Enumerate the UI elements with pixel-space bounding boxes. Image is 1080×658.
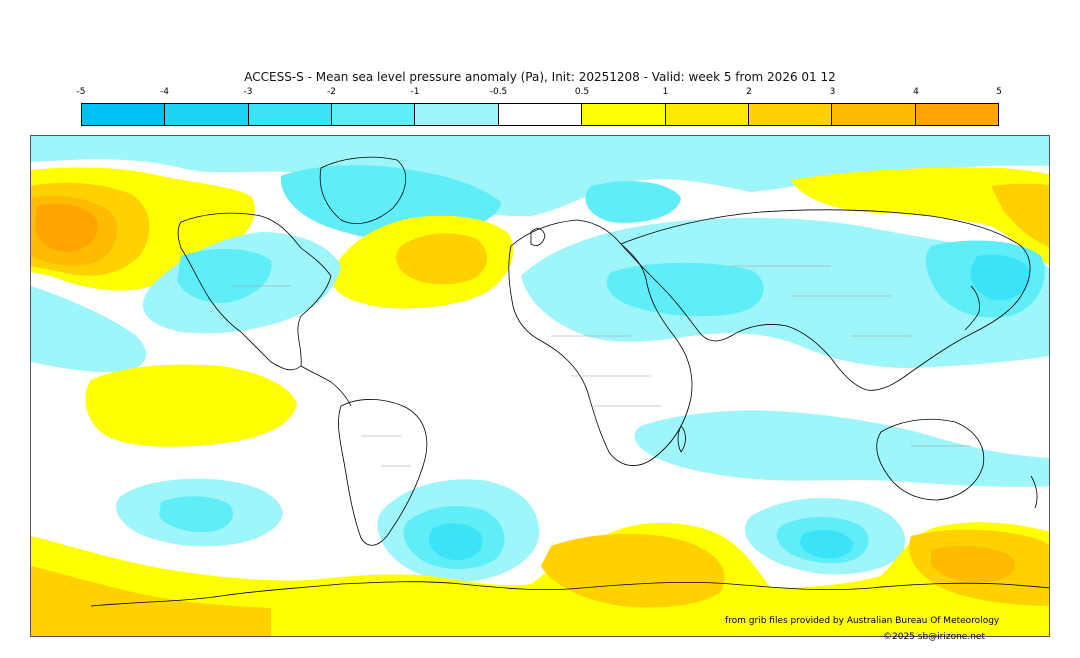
coastline-japan bbox=[964, 285, 980, 331]
coastline-new-zealand bbox=[1030, 475, 1038, 509]
colorbar-tick: -2 bbox=[327, 87, 336, 97]
anomaly-region-east-asia-negative-2 bbox=[970, 254, 1031, 301]
map-frame bbox=[30, 135, 1050, 637]
colorbar-tick: -4 bbox=[160, 87, 169, 97]
data-source-credit: from grib files provided by Australian B… bbox=[725, 616, 1000, 626]
colorbar-segment bbox=[582, 104, 666, 125]
anomaly-region-eurasia-negative bbox=[521, 217, 1049, 368]
coastline-australia bbox=[876, 418, 985, 501]
anomaly-region-indian-ocean-negative bbox=[634, 410, 1049, 487]
coastlines bbox=[90, 156, 1049, 607]
coastline-south-america bbox=[338, 399, 428, 546]
coastline-antarctica bbox=[90, 581, 1049, 607]
colorbar-segment bbox=[832, 104, 916, 125]
anomaly-fill-layer bbox=[31, 136, 1049, 636]
anomaly-region-scandinavia-negative bbox=[585, 181, 681, 223]
map-title: ACCESS-S - Mean sea level pressure anoma… bbox=[244, 70, 836, 84]
colorbar-tick: 4 bbox=[913, 87, 919, 97]
anomaly-region-north-america-negative-2 bbox=[177, 248, 272, 303]
country-borders bbox=[231, 265, 971, 467]
colorbar-tick: -1 bbox=[410, 87, 420, 97]
colorbar-tick: 3 bbox=[829, 87, 836, 97]
anomaly-region-south-indian-negative-3 bbox=[800, 529, 854, 559]
coastline-central-america bbox=[300, 365, 352, 407]
anomaly-region-southern-ocean-positive bbox=[31, 522, 1049, 636]
colorbar-segment bbox=[415, 104, 499, 125]
coastline-north-america bbox=[177, 212, 332, 371]
anomaly-region-arctic-negative bbox=[31, 136, 1049, 217]
anomaly-region-southern-ocean-positive-2 bbox=[31, 566, 271, 636]
colorbar-segment bbox=[248, 104, 333, 125]
colorbar bbox=[81, 103, 999, 126]
anomaly-region-north-pacific-positive-4 bbox=[35, 203, 98, 252]
anomaly-region-bering-positive bbox=[791, 167, 1049, 265]
anomaly-region-tropical-pacific-negative bbox=[31, 286, 146, 373]
coastline-europe-africa bbox=[508, 219, 693, 466]
colorbar-tick: 5 bbox=[996, 87, 1002, 97]
anomaly-region-south-pacific-positive bbox=[85, 364, 298, 447]
colorbar-segment bbox=[165, 104, 249, 125]
anomaly-region-north-atlantic-positive-2 bbox=[396, 233, 487, 285]
colorbar-tick: -5 bbox=[76, 87, 86, 97]
anomaly-region-south-pacific-negative-2 bbox=[159, 496, 233, 533]
coastline-uk bbox=[530, 228, 546, 246]
colorbar-tick: 2 bbox=[746, 87, 752, 97]
colorbar-segment bbox=[332, 104, 416, 125]
coastline-greenland bbox=[319, 156, 406, 224]
anomaly-region-south-atlantic-negative-3 bbox=[428, 523, 483, 560]
colorbar-tick: -3 bbox=[243, 87, 253, 97]
anomaly-region-southern-ocean-positive-3 bbox=[541, 533, 725, 608]
coastline-asia bbox=[620, 209, 1031, 391]
colorbar-tick: -0.5 bbox=[489, 87, 508, 97]
anomaly-region-central-asia-negative bbox=[606, 262, 764, 317]
coastline-madagascar bbox=[677, 425, 686, 453]
copyright-credit: ©2025 sb@irizone.net bbox=[883, 632, 985, 642]
colorbar-segment bbox=[498, 104, 583, 125]
colorbar-segment bbox=[915, 104, 998, 125]
colorbar-segment bbox=[665, 104, 749, 125]
anomaly-region-bering-positive-2 bbox=[991, 183, 1049, 248]
colorbar-tick: 1 bbox=[662, 87, 669, 97]
border-lines bbox=[231, 265, 971, 467]
colorbar-segment bbox=[748, 104, 833, 125]
anomaly-region-southern-ocean-positive-5 bbox=[931, 545, 1015, 583]
colorbar-segment bbox=[82, 104, 166, 125]
colorbar-tick: 0.5 bbox=[574, 87, 590, 97]
anomaly-map bbox=[31, 136, 1049, 636]
